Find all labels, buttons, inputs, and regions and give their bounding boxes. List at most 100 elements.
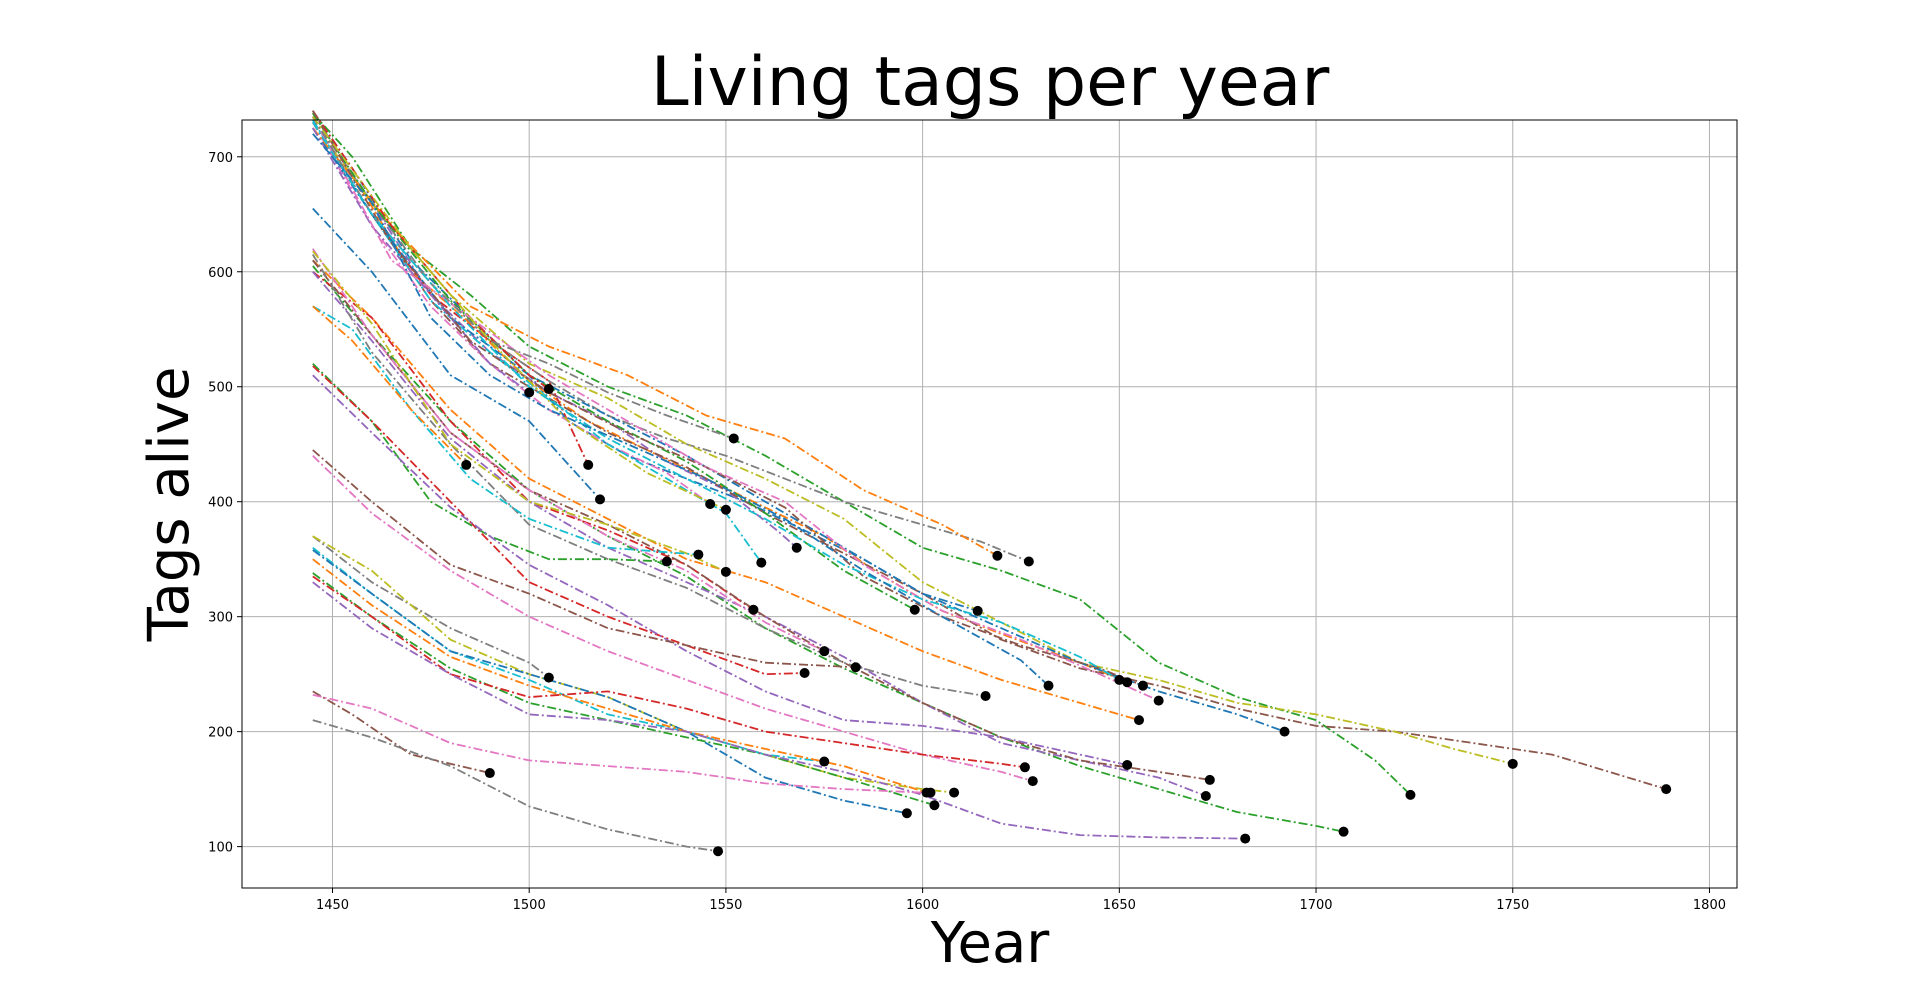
- series-end-point-30: [693, 549, 704, 560]
- series-line-45: [312, 581, 1246, 840]
- x-axis-label: Year: [930, 911, 1051, 976]
- series-line-16: [312, 110, 1144, 687]
- series-end-point-18: [728, 433, 739, 444]
- series-line-28: [312, 254, 986, 697]
- series-end-point-3: [1405, 789, 1416, 800]
- series-line-1: [312, 110, 978, 612]
- series-end-point-33: [661, 556, 672, 567]
- y-tick-label: 300: [208, 611, 233, 626]
- series-line-13: [312, 112, 916, 611]
- series-line-21: [312, 133, 1050, 687]
- series-end-point-1: [972, 605, 983, 616]
- series-end-point-41: [901, 808, 912, 819]
- series-line-43: [312, 572, 935, 807]
- series-end-point-8: [1023, 556, 1034, 567]
- series-end-point-31: [595, 494, 606, 505]
- series-end-point-28: [980, 691, 991, 701]
- series-end-point-37: [1027, 776, 1038, 787]
- series-end-point-4: [583, 459, 594, 470]
- series-end-point-24: [748, 604, 759, 615]
- series-line-37: [312, 455, 1034, 782]
- series-line-6: [312, 116, 1667, 790]
- series-line-15: [312, 127, 530, 394]
- x-axis-ticks: 1450 1500 1550 1600 1650 1700 1750 1800: [316, 888, 1726, 913]
- series-end-point-45: [1240, 833, 1251, 844]
- series-end-point-7: [705, 499, 716, 509]
- series-end-markers: [461, 384, 1672, 857]
- y-tick-label: 700: [208, 151, 233, 166]
- series-end-point-21: [1043, 680, 1054, 691]
- series-line-31: [312, 207, 601, 501]
- series-line-46: [312, 690, 491, 774]
- series-end-point-6: [1661, 784, 1672, 795]
- series-end-point-47: [925, 787, 936, 798]
- series-end-point-25: [1200, 791, 1211, 802]
- series-end-point-39: [949, 787, 960, 798]
- series-end-point-40: [819, 756, 830, 767]
- series-end-point-26: [1204, 774, 1215, 785]
- series-end-point-43: [929, 800, 940, 811]
- series-line-38: [312, 535, 550, 679]
- series-end-point-46: [484, 768, 495, 779]
- series-end-point-29: [720, 566, 731, 577]
- series-line-7: [312, 121, 711, 505]
- series-line-47: [312, 694, 931, 794]
- series-line-42: [312, 558, 927, 794]
- series-line-18: [312, 116, 735, 440]
- series-end-point-16: [1137, 680, 1148, 691]
- series-end-point-17: [1153, 695, 1164, 706]
- series-line-29: [312, 250, 727, 573]
- series-line-22: [312, 259, 1140, 721]
- series-end-point-20: [1114, 674, 1125, 685]
- series-line-36: [312, 449, 856, 669]
- x-tick-label: 1700: [1299, 898, 1332, 913]
- y-axis-label: Tags alive: [137, 367, 202, 643]
- x-tick-label: 1600: [906, 898, 939, 913]
- series-end-point-23: [1338, 826, 1349, 837]
- series-end-point-11: [1279, 726, 1290, 737]
- series-end-point-19: [720, 504, 731, 515]
- y-tick-label: 100: [208, 841, 233, 856]
- y-tick-label: 500: [208, 381, 233, 396]
- series-end-point-2: [1122, 677, 1133, 688]
- x-tick-label: 1500: [513, 898, 546, 913]
- series-line-48: [312, 719, 719, 853]
- series-end-point-5: [791, 542, 802, 553]
- series-end-point-12: [992, 550, 1003, 561]
- series-line-34: [312, 365, 805, 676]
- series-end-point-10: [756, 557, 767, 568]
- series-line-40: [312, 546, 825, 763]
- series-line-3: [312, 112, 1412, 796]
- x-tick-label: 1800: [1693, 898, 1726, 913]
- series-line-19: [312, 116, 727, 511]
- series-end-point-13: [909, 604, 920, 615]
- x-tick-label: 1550: [709, 898, 742, 913]
- series-line-5: [312, 112, 798, 549]
- y-tick-label: 400: [208, 496, 233, 511]
- series-line-26: [312, 259, 1210, 781]
- series-line-25: [312, 271, 1207, 797]
- series-line-8: [312, 116, 1030, 563]
- series-line-41: [312, 549, 908, 815]
- series-end-point-9: [1507, 758, 1518, 769]
- y-tick-label: 600: [208, 266, 233, 281]
- series-line-24: [312, 271, 754, 611]
- y-tick-label: 200: [208, 726, 233, 741]
- series-end-point-44: [1019, 762, 1030, 773]
- plot-frame: [241, 119, 1738, 889]
- series-end-point-15: [524, 387, 535, 398]
- x-tick-label: 1650: [1103, 898, 1136, 913]
- grid-lines: [242, 120, 1737, 888]
- series-line-32: [312, 305, 467, 466]
- series-end-point-38: [543, 672, 554, 683]
- series-end-point-48: [713, 846, 724, 857]
- chart-title: Living tags per year: [651, 43, 1330, 122]
- y-axis-ticks: 100 200 300 400 500 600 700: [208, 151, 242, 856]
- series-end-point-22: [1134, 715, 1144, 726]
- series-line-12: [312, 127, 998, 557]
- series-end-point-35: [1122, 759, 1133, 770]
- x-tick-label: 1450: [316, 898, 349, 913]
- series-end-point-14: [543, 384, 554, 395]
- series-line-23: [312, 265, 1344, 833]
